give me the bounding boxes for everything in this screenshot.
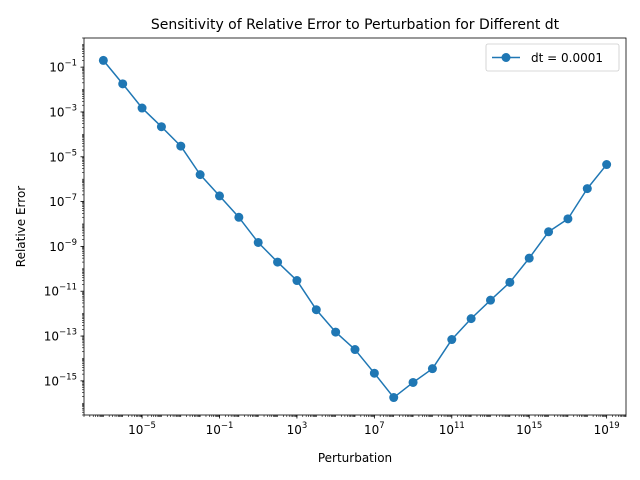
x-tick-label: 1015 <box>516 421 542 437</box>
data-point <box>427 364 437 374</box>
data-point <box>234 212 244 222</box>
y-tick-label: 10−9 <box>49 238 77 254</box>
data-point <box>466 314 476 324</box>
data-point <box>602 160 612 170</box>
data-point <box>563 214 573 224</box>
x-tick-label: 1011 <box>439 421 465 437</box>
data-point <box>524 253 534 263</box>
x-axis-label: Perturbation <box>318 451 392 465</box>
series-layer <box>98 55 612 403</box>
data-point <box>195 170 205 180</box>
data-point <box>350 345 360 355</box>
legend: dt = 0.0001 <box>485 43 620 72</box>
data-point <box>369 368 379 378</box>
data-point <box>176 141 186 151</box>
y-tick-label: 10−7 <box>49 193 77 209</box>
x-tick-label: 107 <box>364 421 385 437</box>
data-point <box>505 277 515 287</box>
y-tick-label: 10−3 <box>49 103 77 119</box>
data-point <box>118 79 128 89</box>
y-tick-label: 10−11 <box>44 283 77 299</box>
data-point <box>156 122 166 132</box>
data-point <box>98 55 108 65</box>
data-point <box>311 305 321 315</box>
data-point <box>408 377 418 387</box>
y-tick-label: 10−15 <box>44 372 77 388</box>
x-tick-label: 1019 <box>594 421 620 437</box>
chart-title: Sensitivity of Relative Error to Perturb… <box>151 17 560 33</box>
x-tick-label: 10−1 <box>206 421 234 437</box>
legend-label: dt = 0.0001 <box>531 51 603 65</box>
data-point <box>389 393 399 403</box>
x-tick-label: 103 <box>287 421 308 437</box>
y-axis-label: Relative Error <box>14 186 28 268</box>
x-axis: 10−5 10−1 103 107 1011 1015 1019 <box>83 415 627 437</box>
y-tick-label: 10−5 <box>49 148 77 164</box>
data-point <box>253 237 263 247</box>
y-axis: 10−1 10−3 10−5 10−7 10−9 10−11 10−13 10−15 <box>44 37 84 416</box>
data-point <box>292 276 302 286</box>
y-tick-label: 10−13 <box>44 328 77 344</box>
data-point <box>273 257 283 267</box>
data-point <box>544 227 554 237</box>
data-point <box>486 295 495 305</box>
y-tick-label: 10−1 <box>49 59 77 75</box>
data-point <box>137 103 147 113</box>
legend-marker-sample <box>501 53 511 62</box>
x-tick-label: 10−5 <box>128 421 156 437</box>
data-point <box>215 191 224 201</box>
legend-box <box>485 43 620 72</box>
plot-area <box>83 37 627 416</box>
data-point <box>582 184 592 194</box>
data-point <box>447 335 457 345</box>
data-point <box>331 327 341 337</box>
